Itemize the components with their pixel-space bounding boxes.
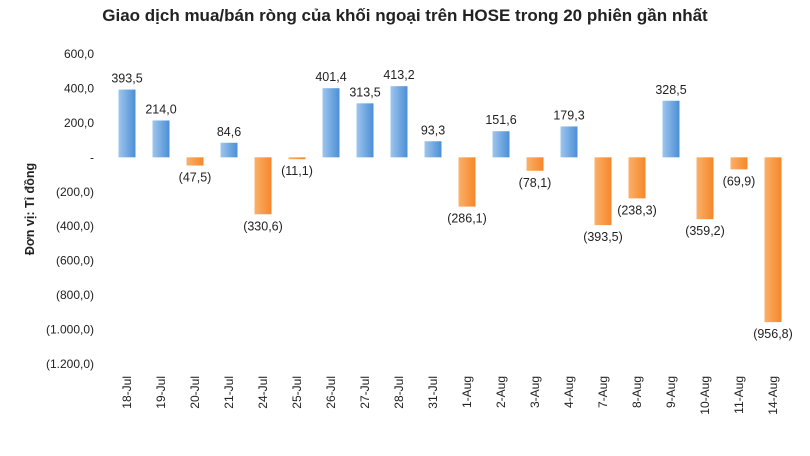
bar [628, 157, 646, 199]
x-tick-label: 20-Jul [188, 376, 202, 409]
y-tick-label: (600,0) [56, 254, 94, 268]
bar [662, 100, 680, 158]
y-tick-label: (1.200,0) [46, 357, 94, 371]
y-tick-label: (400,0) [56, 219, 94, 233]
data-label: (286,1) [447, 212, 487, 226]
data-label: (11,1) [281, 164, 313, 178]
x-tick-label: 8-Aug [630, 376, 644, 408]
x-tick-label: 28-Jul [392, 376, 406, 409]
y-tick-label: 400,0 [64, 81, 94, 95]
bar [390, 86, 408, 158]
bar [458, 157, 476, 207]
data-label: 313,5 [349, 85, 380, 99]
bar [152, 120, 170, 158]
data-label: 401,4 [315, 70, 346, 84]
bar [492, 131, 510, 158]
bar [322, 88, 340, 158]
bar [424, 141, 442, 158]
data-label: 179,3 [553, 108, 584, 122]
bar [560, 126, 578, 158]
data-label: (47,5) [179, 171, 212, 185]
bar [118, 89, 136, 158]
x-tick-label: 11-Aug [732, 376, 746, 414]
bar [730, 157, 748, 170]
data-label: 84,6 [217, 125, 241, 139]
y-tick-label: - [90, 150, 94, 164]
data-label: (393,5) [583, 230, 623, 244]
x-tick-label: 1-Aug [460, 376, 474, 408]
x-tick-label: 18-Jul [120, 376, 134, 409]
bar [764, 157, 782, 323]
chart-title: Giao dịch mua/bán ròng của khối ngoại tr… [102, 6, 708, 25]
data-label: 214,0 [145, 102, 176, 116]
data-label: 93,3 [421, 123, 445, 137]
x-tick-label: 14-Aug [766, 376, 780, 415]
data-label: 328,5 [655, 83, 686, 97]
data-label: (359,2) [685, 224, 725, 238]
data-label: 413,2 [383, 68, 414, 82]
x-tick-label: 24-Jul [256, 376, 270, 409]
bar [356, 103, 374, 158]
y-tick-label: (800,0) [56, 288, 94, 302]
x-tick-label: 4-Aug [562, 376, 576, 408]
bar [526, 157, 544, 171]
y-tick-label: 200,0 [64, 116, 94, 130]
x-tick-label: 27-Jul [358, 376, 372, 409]
x-tick-label: 26-Jul [324, 376, 338, 409]
bar [696, 157, 714, 220]
data-label: (330,6) [243, 219, 283, 233]
x-tick-label: 21-Jul [222, 376, 236, 409]
x-tick-label: 3-Aug [528, 376, 542, 408]
data-label: (78,1) [519, 176, 552, 190]
x-tick-label: 9-Aug [664, 376, 678, 408]
x-tick-label: 19-Jul [154, 376, 168, 409]
x-tick-label: 2-Aug [494, 376, 508, 408]
x-tick-label: 10-Aug [698, 376, 712, 415]
data-label: (956,8) [753, 327, 793, 341]
y-tick-label: (200,0) [56, 185, 94, 199]
data-label: (69,9) [723, 174, 756, 188]
y-axis-label: Đơn vị: Tỉ đồng [23, 163, 37, 255]
data-label: 393,5 [111, 72, 142, 86]
bar [186, 157, 204, 166]
bar [594, 157, 612, 226]
y-tick-label: (1.000,0) [46, 323, 94, 337]
data-label: (238,3) [617, 203, 657, 217]
bar [288, 157, 306, 160]
x-tick-label: 25-Jul [290, 376, 304, 409]
y-tick-label: 600,0 [64, 47, 94, 61]
data-label: 151,6 [485, 113, 516, 127]
x-tick-label: 7-Aug [596, 376, 610, 408]
bar [254, 157, 272, 215]
x-tick-label: 31-Jul [426, 376, 440, 409]
bar [220, 142, 238, 158]
